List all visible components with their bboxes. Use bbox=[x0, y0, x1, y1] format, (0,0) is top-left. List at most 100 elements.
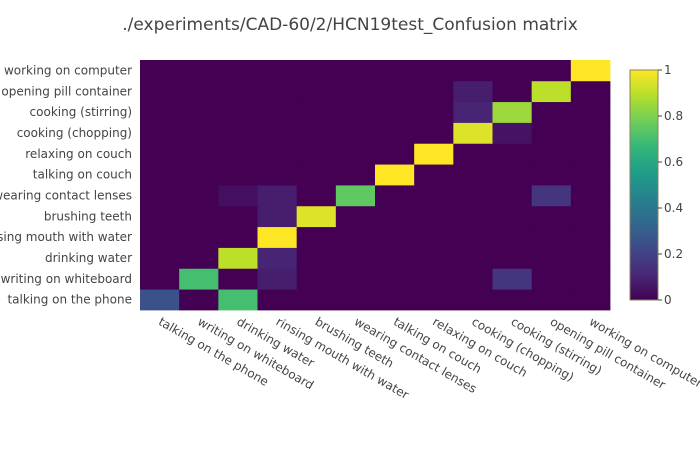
heatmap-cell bbox=[453, 101, 493, 123]
heatmap-cell bbox=[179, 164, 219, 186]
heatmap-cell bbox=[296, 185, 337, 207]
heatmap-cell bbox=[414, 289, 454, 311]
heatmap-cell bbox=[296, 122, 337, 144]
heatmap-cell bbox=[179, 185, 219, 207]
heatmap-cell bbox=[218, 205, 258, 228]
heatmap-cell bbox=[414, 60, 454, 82]
heatmap-cell bbox=[218, 226, 258, 248]
heatmap-cell bbox=[218, 143, 258, 165]
y-tick-label: talking on the phone bbox=[7, 293, 132, 307]
heatmap-cell bbox=[140, 247, 180, 269]
y-tick-label: drinking water bbox=[45, 251, 132, 265]
heatmap-cell bbox=[414, 226, 454, 248]
heatmap-cell bbox=[296, 143, 337, 165]
heatmap-cell bbox=[375, 268, 415, 290]
heatmap-cell bbox=[414, 122, 454, 144]
heatmap-cell bbox=[179, 247, 219, 269]
heatmap-cell bbox=[570, 268, 611, 290]
heatmap-cell bbox=[218, 101, 258, 123]
heatmap-cell bbox=[492, 80, 533, 103]
heatmap-cell bbox=[296, 164, 337, 186]
heatmap-cell bbox=[531, 122, 572, 144]
colorbar-tick-label: 0 bbox=[664, 293, 672, 307]
heatmap-cell bbox=[218, 268, 258, 290]
heatmap-cell bbox=[257, 164, 298, 186]
heatmap-cell bbox=[335, 143, 376, 165]
heatmap-cells bbox=[140, 60, 611, 311]
heatmap-cell bbox=[492, 101, 533, 123]
heatmap-cell bbox=[453, 247, 493, 269]
heatmap-cell bbox=[570, 60, 611, 82]
heatmap-cell bbox=[492, 122, 533, 144]
heatmap-cell bbox=[492, 205, 533, 228]
heatmap-cell bbox=[453, 80, 493, 103]
heatmap-cell bbox=[375, 60, 415, 82]
heatmap-cell bbox=[531, 205, 572, 228]
heatmap-cell bbox=[140, 80, 180, 103]
heatmap-cell bbox=[257, 122, 298, 144]
heatmap-cell bbox=[140, 289, 180, 311]
y-tick-label: wearing contact lenses bbox=[0, 188, 132, 202]
y-tick-label: cooking (stirring) bbox=[30, 105, 132, 119]
heatmap-cell bbox=[375, 164, 415, 186]
heatmap-cell bbox=[257, 185, 298, 207]
heatmap-cell bbox=[335, 226, 376, 248]
heatmap-cell bbox=[414, 164, 454, 186]
colorbar: 0 0.2 0.4 0.6 0.8 1 bbox=[629, 63, 683, 307]
heatmap-cell bbox=[179, 289, 219, 311]
colorbar-tick-label: 0.4 bbox=[664, 201, 683, 215]
heatmap-cell bbox=[335, 185, 376, 207]
heatmap-cell bbox=[570, 289, 611, 311]
heatmap-cell bbox=[531, 268, 572, 290]
heatmap-cell bbox=[414, 268, 454, 290]
heatmap-cell bbox=[531, 289, 572, 311]
heatmap-cell bbox=[296, 101, 337, 123]
heatmap-cell bbox=[570, 101, 611, 123]
heatmap-cell bbox=[570, 205, 611, 228]
heatmap-cell bbox=[570, 122, 611, 144]
heatmap-cell bbox=[453, 268, 493, 290]
heatmap-cell bbox=[140, 205, 180, 228]
heatmap-cell bbox=[296, 80, 337, 103]
heatmap-cell bbox=[179, 226, 219, 248]
heatmap-cell bbox=[296, 205, 337, 228]
heatmap-cell bbox=[179, 60, 219, 82]
heatmap-cell bbox=[453, 185, 493, 207]
heatmap-cell bbox=[492, 164, 533, 186]
heatmap-cell bbox=[453, 164, 493, 186]
heatmap-cell bbox=[218, 60, 258, 82]
y-tick-label: writing on whiteboard bbox=[1, 272, 132, 286]
y-tick-label: cooking (chopping) bbox=[17, 126, 132, 140]
heatmap-cell bbox=[257, 268, 298, 290]
heatmap-cell bbox=[218, 122, 258, 144]
heatmap-cell bbox=[414, 185, 454, 207]
heatmap-cell bbox=[570, 143, 611, 165]
heatmap-cell bbox=[570, 164, 611, 186]
heatmap-cell bbox=[375, 289, 415, 311]
heatmap-cell bbox=[335, 101, 376, 123]
heatmap-cell bbox=[414, 80, 454, 103]
heatmap-cell bbox=[531, 60, 572, 82]
heatmap-cell bbox=[257, 205, 298, 228]
heatmap-cell bbox=[335, 247, 376, 269]
heatmap-cell bbox=[257, 143, 298, 165]
y-tick-label: relaxing on couch bbox=[25, 147, 132, 161]
heatmap-cell bbox=[531, 101, 572, 123]
heatmap-cell bbox=[492, 60, 533, 82]
heatmap-cell bbox=[335, 205, 376, 228]
heatmap-cell bbox=[257, 226, 298, 248]
heatmap-cell bbox=[492, 143, 533, 165]
heatmap-cell bbox=[257, 80, 298, 103]
heatmap-cell bbox=[375, 226, 415, 248]
heatmap-cell bbox=[453, 205, 493, 228]
heatmap-cell bbox=[218, 289, 258, 311]
heatmap-cell bbox=[140, 143, 180, 165]
heatmap-cell bbox=[375, 143, 415, 165]
heatmap-cell bbox=[570, 80, 611, 103]
heatmap-cell bbox=[335, 289, 376, 311]
heatmap-cell bbox=[375, 205, 415, 228]
heatmap-cell bbox=[335, 60, 376, 82]
heatmap-cell bbox=[570, 185, 611, 207]
y-tick-label: talking on couch bbox=[33, 168, 132, 182]
